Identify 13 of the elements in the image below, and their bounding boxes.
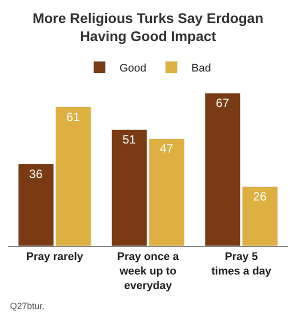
data-label: 47 (160, 142, 174, 156)
data-label: 51 (122, 132, 136, 147)
data-label: 36 (29, 166, 43, 181)
x-tick-label: Pray once a week up to everyday (117, 251, 180, 292)
data-label: 67 (216, 96, 230, 110)
chart-title: More Religious Turks Say Erdogan Having Good Impact (32, 10, 264, 44)
legend-label: Good (120, 62, 146, 75)
legend-label: Bad (191, 62, 211, 75)
x-tick-label: Pray 5 times a day (211, 251, 272, 278)
x-tick-label: Pray rarely (26, 251, 84, 264)
text: Q27btur. (10, 301, 45, 311)
data-label: 26 (253, 190, 267, 204)
data-label: 61 (66, 110, 80, 124)
